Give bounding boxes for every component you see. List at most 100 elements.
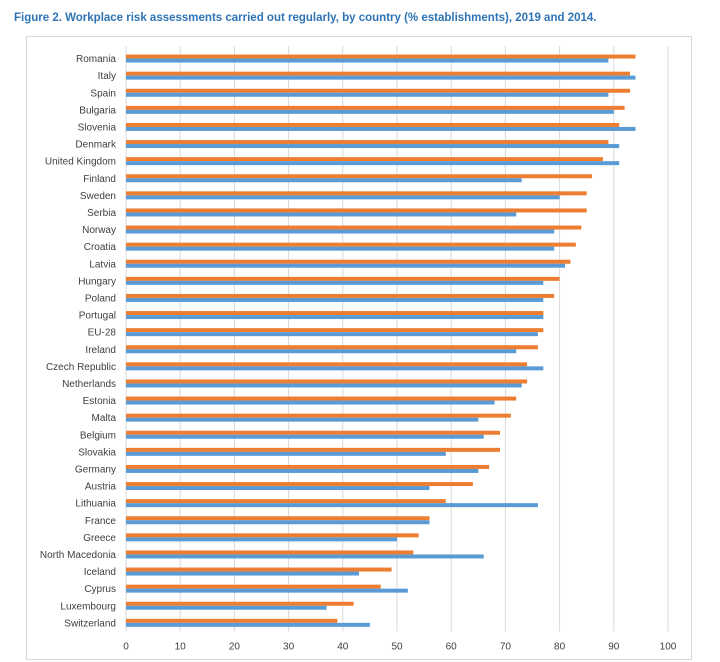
category-label: Bulgaria [79,105,116,116]
category-label: Croatia [84,242,117,253]
x-tick-label: 70 [500,641,512,652]
category-label: Belgium [80,430,116,441]
x-tick-label: 20 [229,641,241,652]
bar-series-1 [126,584,381,589]
category-label: North Macedonia [40,550,117,561]
category-label: Luxembourg [60,601,116,612]
bar-series-1 [126,140,609,145]
gridlines [125,46,669,632]
x-tick-label: 10 [175,641,187,652]
category-label: Ireland [85,345,116,356]
bar-series-2 [126,383,522,388]
bar-series-2 [126,503,538,508]
bar-series-2 [126,92,609,97]
bar-series-1 [126,311,544,316]
bar-series-1 [126,379,528,384]
bar-series-2 [126,622,370,627]
bar-series-2 [126,161,620,166]
category-label: Latvia [89,259,116,270]
bar-series-2 [126,588,408,593]
bar-series-1 [126,328,544,333]
category-label: Spain [90,88,116,99]
bar-series-1 [126,174,593,179]
category-label: Hungary [78,276,116,287]
category-label: United Kingdom [45,157,116,168]
bar-series-1 [126,601,354,606]
bar-series-1 [126,259,571,264]
bar-series-1 [126,276,560,281]
bar-series-1 [126,105,625,110]
category-label: EU-28 [88,328,117,339]
category-label: Malta [92,413,117,424]
bar-series-2 [126,58,609,63]
bar-series-2 [126,434,484,439]
category-label: Slovenia [78,122,117,133]
category-label: Netherlands [62,379,116,390]
bar-series-2 [126,280,544,285]
bar-series-2 [126,109,614,114]
bar-series-1 [126,567,392,572]
bar-series-1 [126,499,446,504]
bar-series-1 [126,71,631,76]
x-tick-label: 50 [391,641,403,652]
bar-series-1 [126,533,419,538]
category-label: Cyprus [84,584,116,595]
category-label: Serbia [87,208,116,219]
bar-series-1 [126,208,587,213]
category-label: Romania [76,54,116,65]
bar-series-1 [126,122,620,127]
bar-series-2 [126,417,479,422]
bar-series-1 [126,430,500,435]
category-label: Germany [75,464,116,475]
x-tick-label: 60 [446,641,458,652]
category-label: Iceland [84,567,116,578]
bar-series-2 [126,229,555,234]
category-label: Austria [85,482,117,493]
bar-series-2 [126,400,495,405]
category-labels: Romania Italy Spain Bulgaria Slovenia Denmark… [40,54,117,629]
x-tick-label: 80 [554,641,566,652]
category-label: Switzerland [64,618,116,629]
category-label: Czech Republic [46,362,116,373]
bar-series-1 [126,516,430,521]
bar-series-2 [126,366,544,371]
bar-series-1 [126,242,576,247]
bar-series-2 [126,349,517,354]
bars [126,54,636,627]
bar-series-2 [126,315,544,320]
bar-series-2 [126,195,560,200]
bar-series-2 [126,537,397,542]
bar-series-1 [126,54,636,59]
bar-series-1 [126,191,587,196]
bar-series-1 [126,396,517,401]
x-tick-label: 100 [660,641,677,652]
category-label: Slovakia [78,447,116,458]
bar-series-2 [126,178,522,183]
bar-series-2 [126,605,327,610]
bar-series-2 [126,332,538,337]
bar-series-1 [126,362,528,367]
bar-series-1 [126,464,490,469]
category-label: Portugal [79,311,116,322]
category-label: Norway [82,225,116,236]
bar-series-1 [126,447,500,452]
bar-series-2 [126,297,544,302]
bar-series-1 [126,293,555,298]
bar-series-2 [126,520,430,525]
bar-series-1 [126,413,511,418]
category-label: Finland [83,174,116,185]
category-label: Sweden [80,191,116,202]
category-label: Italy [98,71,116,82]
x-tick-label: 90 [608,641,620,652]
bar-series-2 [126,126,636,131]
bar-series-2 [126,571,360,576]
figure-title: Figure 2. Workplace risk assessments car… [14,12,597,24]
category-label: Denmark [75,140,117,151]
x-tick-label: 30 [283,641,295,652]
category-label: Estonia [83,396,117,407]
category-label: France [85,516,117,527]
bar-series-1 [126,345,538,350]
bar-series-1 [126,482,473,487]
x-tick-labels: 0 10 20 30 40 50 60 70 80 90 100 [123,641,677,652]
category-label: Lithuania [75,499,116,510]
